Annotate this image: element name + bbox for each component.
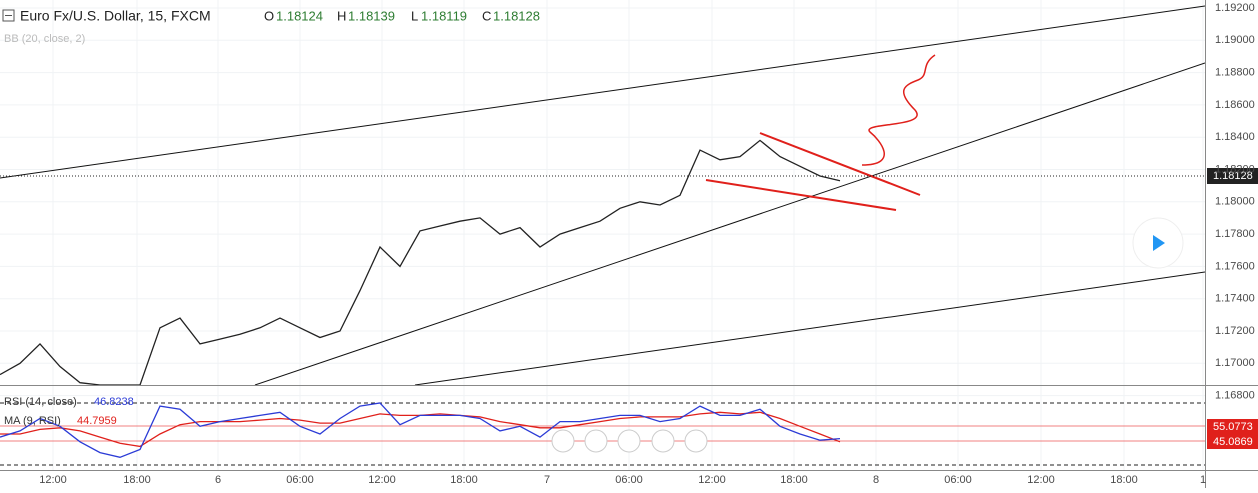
- price-line: [0, 139, 841, 385]
- rsi-name: RSI (14, close): [4, 396, 77, 408]
- trend-line: [0, 5, 1205, 179]
- scroll-right[interactable]: [684, 429, 708, 453]
- ohlc-key: H: [337, 8, 346, 23]
- zoom-out[interactable]: [584, 429, 608, 453]
- time-tick-label: 18:00: [780, 474, 808, 486]
- price-tick-label: 1.19000: [1215, 34, 1255, 46]
- price-tick-label: 1.18600: [1215, 99, 1255, 111]
- indicator-label: BB (20, close, 2): [4, 33, 85, 45]
- zoom-in[interactable]: [651, 429, 675, 453]
- price-tick-label: 1.18000: [1215, 196, 1255, 208]
- ohlc-key: L: [411, 8, 418, 23]
- play-icon: [1153, 235, 1165, 251]
- price-tick-label: 1.17200: [1215, 325, 1255, 337]
- price-tick-label: 1.18400: [1215, 131, 1255, 143]
- projection-curve: [861, 54, 936, 166]
- rsi-badge: [1207, 419, 1258, 434]
- price-tick-label: 1.18800: [1215, 67, 1255, 79]
- time-tick-label: 18:00: [450, 474, 478, 486]
- rsi-value: 46.8238: [94, 396, 134, 408]
- price-tick-label: 1.17400: [1215, 293, 1255, 305]
- ohlc-value: 1.18139: [348, 8, 395, 23]
- ohlc-value: 1.18119: [421, 8, 467, 23]
- ohlc-key: C: [482, 8, 491, 23]
- current-price: 1.18128: [1213, 170, 1253, 182]
- price-tick-label: 1.17600: [1215, 260, 1255, 272]
- time-tick-label: 06:00: [944, 474, 972, 486]
- time-tick-label: 18:00: [1110, 474, 1138, 486]
- price-tick-label: 1.16800: [1215, 390, 1255, 402]
- time-tick-label: 12:00: [1027, 474, 1055, 486]
- time-tick-label: 8: [873, 474, 879, 486]
- reset[interactable]: [617, 429, 641, 453]
- time-tick-label: 1: [1200, 474, 1206, 486]
- symbol: Euro Fx/U.S. Dollar, 15, FXCM: [20, 8, 211, 24]
- triangle-line: [759, 132, 921, 196]
- rsi-ma-name: MA (9, RSI): [4, 415, 61, 427]
- rsi-label: 45.0869: [1213, 436, 1253, 448]
- time-tick-label: 7: [544, 474, 550, 486]
- ohlc-key: O: [264, 8, 274, 23]
- trend-line: [254, 62, 1205, 385]
- scroll-left[interactable]: [551, 429, 575, 453]
- trend-line: [414, 271, 1205, 385]
- ohlc-value: 1.18124: [276, 8, 323, 23]
- price-tick-label: 1.19200: [1215, 2, 1255, 14]
- rsi-line: [0, 402, 841, 458]
- drawings: [0, 5, 1205, 385]
- current-price-badge: [1207, 168, 1258, 184]
- time-tick-label: 06:00: [615, 474, 643, 486]
- time-tick-label: 06:00: [286, 474, 314, 486]
- zoom-controls: [551, 429, 708, 453]
- time-tick-label: 6: [215, 474, 221, 486]
- time-tick-label: 18:00: [123, 474, 151, 486]
- time-tick-label: 12:00: [698, 474, 726, 486]
- ohlc-value: 1.18128: [493, 8, 540, 23]
- price-tick-label: 1.17800: [1215, 228, 1255, 240]
- price-tick-label: 1.18200: [1215, 163, 1255, 175]
- triangle-line: [705, 179, 897, 211]
- collapse-toggle[interactable]: [2, 9, 15, 22]
- plot: [0, 139, 841, 458]
- rsi-badge: [1207, 434, 1258, 449]
- rsi-label: 55.0773: [1213, 421, 1253, 433]
- rsi-ma-value: 44.7959: [77, 415, 117, 427]
- grid: [0, 0, 1205, 470]
- price-tick-label: 1.17000: [1215, 357, 1255, 369]
- time-tick-label: 12:00: [39, 474, 67, 486]
- time-tick-label: 12:00: [368, 474, 396, 486]
